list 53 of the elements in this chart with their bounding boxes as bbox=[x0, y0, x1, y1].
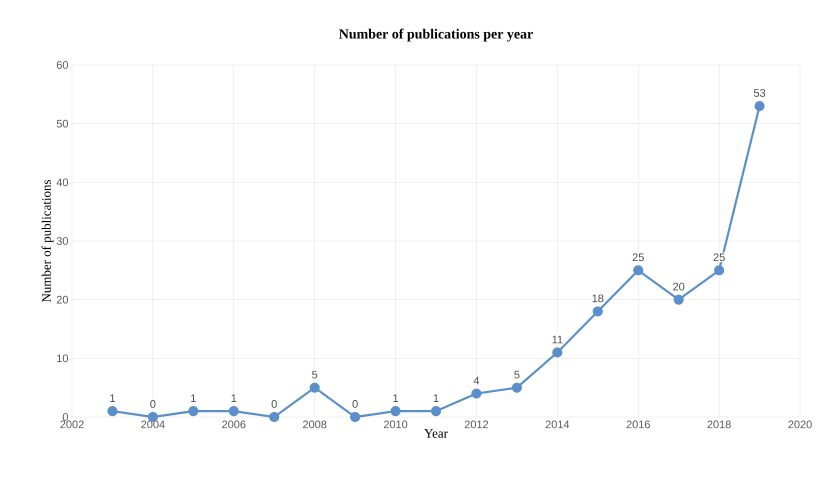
x-tick-label: 2008 bbox=[303, 420, 326, 428]
data-label: 1 bbox=[110, 394, 115, 402]
data-label: 5 bbox=[312, 370, 318, 378]
chart-title: Number of publications per year bbox=[339, 28, 533, 42]
point bbox=[592, 306, 603, 316]
y-tick-label: 40 bbox=[56, 178, 68, 186]
y-tick-label: 60 bbox=[56, 61, 68, 69]
point bbox=[512, 382, 522, 393]
x-tick-label: 2012 bbox=[464, 420, 488, 428]
y-axis-title: Number of publications bbox=[42, 180, 54, 302]
data-label: 1 bbox=[232, 394, 236, 402]
y-tick-label: 20 bbox=[56, 296, 68, 304]
y-tick-label: 10 bbox=[57, 354, 68, 362]
data-label: 11 bbox=[552, 336, 562, 344]
point bbox=[471, 388, 482, 399]
data-label: 0 bbox=[352, 400, 358, 408]
y-tick-label: 30 bbox=[56, 237, 68, 245]
x-tick-label: 2002 bbox=[60, 420, 84, 428]
data-label: 1 bbox=[393, 394, 398, 402]
point bbox=[269, 412, 280, 422]
point bbox=[188, 406, 198, 416]
data-label: 4 bbox=[474, 376, 480, 384]
data-label: 0 bbox=[150, 400, 156, 408]
x-tick-label: 2020 bbox=[788, 420, 812, 428]
y-tick-label: 50 bbox=[56, 120, 68, 128]
point bbox=[350, 412, 360, 422]
point bbox=[390, 406, 401, 416]
point bbox=[754, 100, 765, 112]
point bbox=[674, 294, 684, 305]
data-label: 5 bbox=[514, 370, 520, 378]
point bbox=[310, 382, 320, 393]
data-label: 18 bbox=[592, 294, 604, 302]
data-label: 25 bbox=[632, 253, 644, 262]
x-tick-label: 2014 bbox=[546, 420, 570, 428]
y-tick-label: 0 bbox=[62, 413, 68, 421]
x-tick-label: 2006 bbox=[222, 420, 246, 428]
data-label: 53 bbox=[754, 89, 766, 97]
point bbox=[633, 265, 644, 276]
data-label: 25 bbox=[714, 253, 725, 262]
x-axis-title: Year bbox=[424, 429, 448, 438]
point bbox=[228, 406, 239, 416]
point bbox=[430, 406, 442, 416]
data-label: 20 bbox=[673, 282, 684, 290]
x-tick-label: 2016 bbox=[626, 420, 650, 428]
data-label: 0 bbox=[272, 400, 277, 408]
point bbox=[714, 265, 724, 276]
data-label: 1 bbox=[434, 394, 439, 402]
x-tick-label: 2004 bbox=[141, 420, 165, 428]
x-tick-label: 2018 bbox=[707, 420, 731, 428]
data-label: 1 bbox=[191, 394, 196, 402]
point bbox=[107, 406, 118, 416]
x-tick-label: 2010 bbox=[384, 420, 408, 428]
point bbox=[552, 347, 562, 358]
